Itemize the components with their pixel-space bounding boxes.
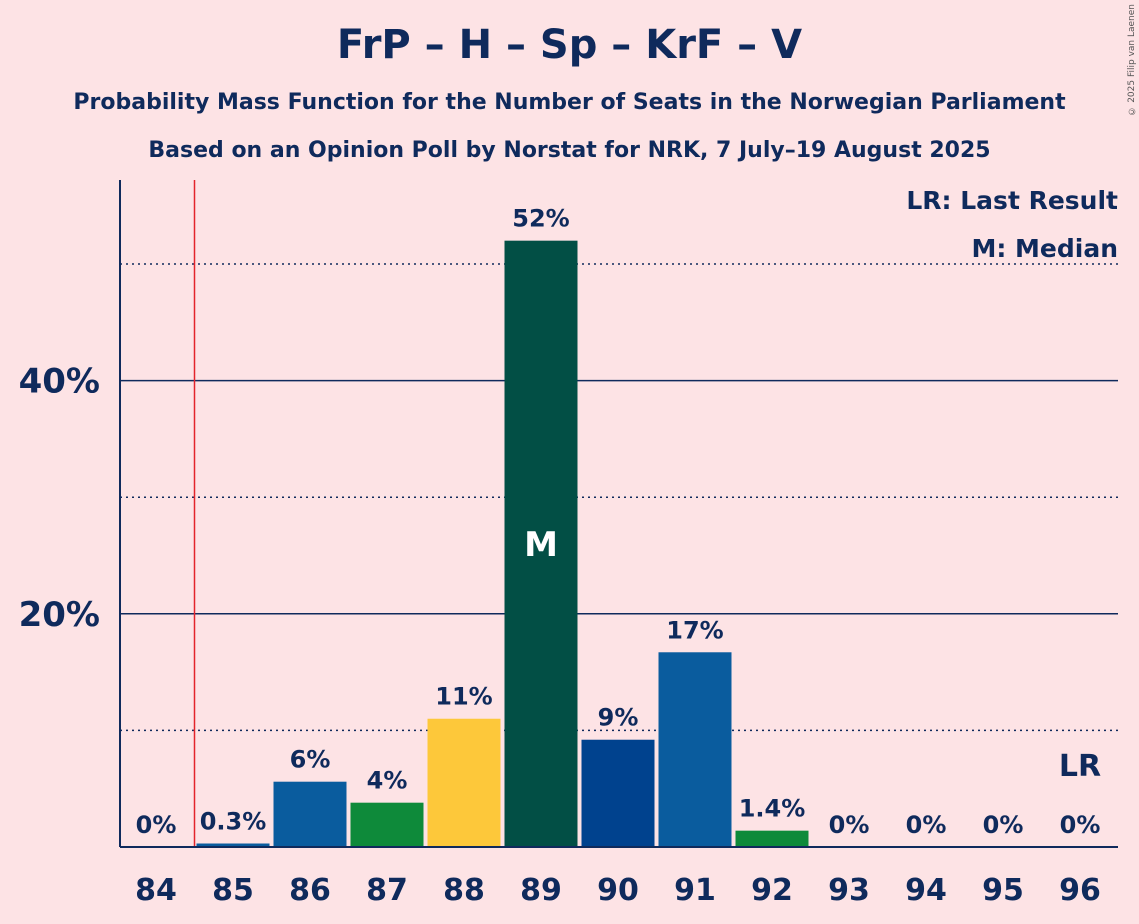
data-label: 9% <box>598 704 639 732</box>
legend-last-result: LR: Last Result <box>906 186 1118 215</box>
chart-subtitle: Probability Mass Function for the Number… <box>73 90 1066 115</box>
data-label: 0% <box>136 811 177 839</box>
data-label: 0% <box>829 811 870 839</box>
median-marker: M <box>524 525 558 565</box>
data-label: 4% <box>367 767 408 795</box>
data-label: 0% <box>1060 811 1101 839</box>
bar <box>196 843 270 847</box>
data-label: 11% <box>435 683 492 711</box>
x-tick-label: 90 <box>597 873 639 908</box>
x-tick-label: 88 <box>443 873 485 908</box>
y-tick-label: 40% <box>19 362 100 402</box>
bar <box>658 652 732 847</box>
x-tick-label: 85 <box>212 873 254 908</box>
x-tick-label: 87 <box>366 873 408 908</box>
bar <box>273 781 347 847</box>
bar <box>581 739 655 847</box>
bar <box>427 718 501 847</box>
data-label: 0% <box>983 811 1024 839</box>
last-result-label: LR <box>1059 749 1101 784</box>
chart-title: FrP – H – Sp – KrF – V <box>336 22 803 68</box>
data-label: 0.3% <box>200 808 267 836</box>
x-tick-label: 89 <box>520 873 562 908</box>
data-label: 0% <box>906 811 947 839</box>
x-tick-label: 91 <box>674 873 716 908</box>
x-tick-label: 93 <box>828 873 870 908</box>
x-tick-label: 92 <box>751 873 793 908</box>
bar <box>350 802 424 847</box>
y-tick-label: 20% <box>19 595 100 635</box>
data-label: 1.4% <box>739 795 806 823</box>
x-tick-label: 95 <box>982 873 1024 908</box>
bar <box>735 830 809 847</box>
data-label: 52% <box>512 205 569 233</box>
x-tick-label: 84 <box>135 873 177 908</box>
x-tick-label: 86 <box>289 873 331 908</box>
legend-median: M: Median <box>971 234 1118 263</box>
data-label: 6% <box>290 746 331 774</box>
x-tick-label: 96 <box>1059 873 1101 908</box>
bar <box>504 240 578 847</box>
x-tick-label: 94 <box>905 873 947 908</box>
data-label: 17% <box>666 616 723 644</box>
chart-subtitle-poll: Based on an Opinion Poll by Norstat for … <box>148 138 991 163</box>
